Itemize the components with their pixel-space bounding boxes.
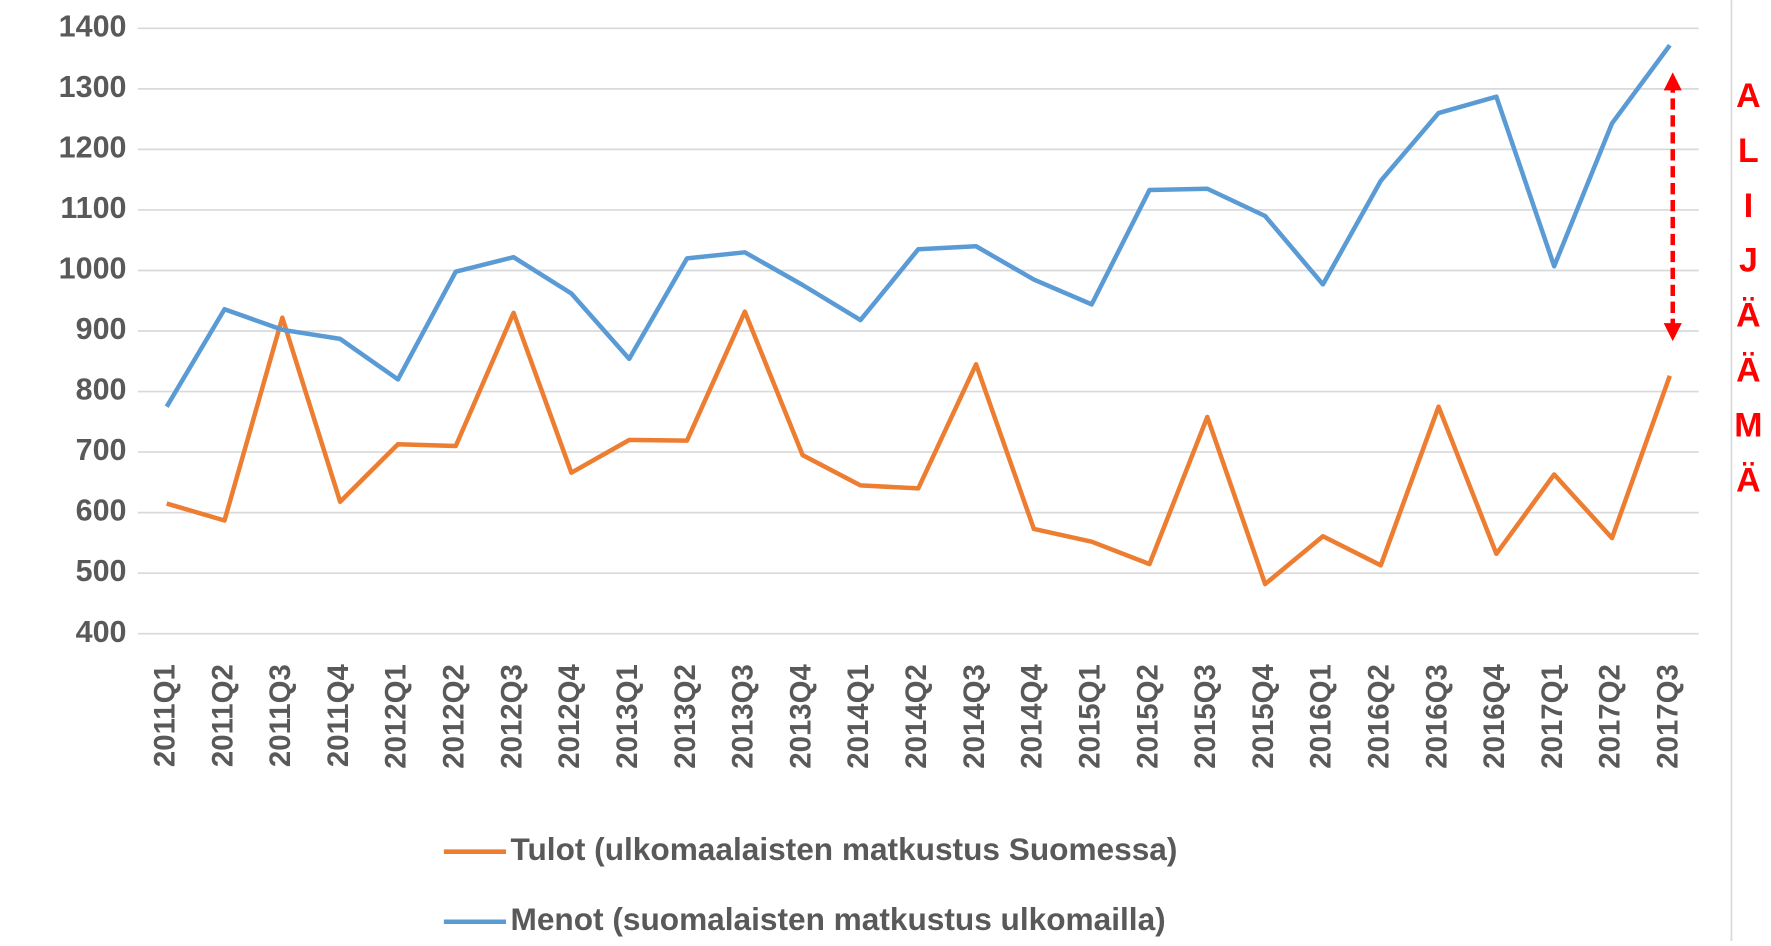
series-line [166, 309, 1672, 587]
y-tick-label: 700 [76, 433, 127, 467]
x-tick-label: 2014Q3 [958, 664, 991, 768]
y-tick-label: 800 [76, 373, 127, 407]
x-tick-label: 2013Q3 [727, 664, 760, 768]
x-tick-label: 2014Q4 [1016, 664, 1049, 769]
x-tick-label: 2012Q2 [438, 664, 471, 768]
x-tick-label: 2011Q2 [206, 664, 239, 767]
x-tick-label: 2011Q3 [264, 664, 297, 767]
series-line [164, 43, 1672, 408]
y-tick-label: 1000 [59, 252, 127, 286]
x-tick-label: 2016Q2 [1362, 664, 1395, 768]
y-tick-label: 500 [76, 554, 127, 588]
annotation: ALIJÄÄMÄ [1729, 77, 1767, 517]
y-tick-label: 1400 [59, 9, 127, 43]
y-tick-label: 900 [76, 312, 127, 346]
x-tick-label: 2015Q3 [1189, 664, 1222, 768]
x-tick-label: 2017Q2 [1594, 664, 1627, 768]
x-tick-label: 2013Q2 [669, 664, 702, 768]
x-tick-label: 2017Q3 [1652, 664, 1685, 768]
x-tick-label: 2013Q1 [611, 664, 644, 768]
y-tick-label: 600 [76, 494, 127, 528]
x-tick-label: 2016Q3 [1420, 664, 1453, 768]
x-tick-label: 2011Q4 [322, 664, 355, 768]
x-tick-label: 2015Q4 [1247, 664, 1280, 769]
legend-label: Tulot (ulkomaalaisten matkustus Suomessa… [511, 831, 1178, 867]
y-tick-label: 1100 [60, 191, 126, 225]
x-tick-label: 2012Q1 [380, 664, 413, 768]
x-tick-label: 2012Q3 [495, 664, 528, 768]
x-tick-label: 2011Q1 [148, 664, 181, 767]
x-tick-label: 2017Q1 [1536, 664, 1569, 768]
x-tick-label: 2016Q4 [1478, 664, 1511, 769]
y-tick-label: 400 [76, 615, 127, 649]
x-tick-label: 2012Q4 [553, 664, 586, 769]
x-tick-label: 2014Q2 [900, 664, 933, 768]
x-tick-label: 2014Q1 [842, 664, 875, 768]
x-tick-label: 2013Q4 [784, 664, 817, 769]
x-tick-label: 2015Q1 [1073, 664, 1106, 768]
y-tick-label: 1200 [59, 130, 127, 164]
legend-label: Menot (suomalaisten matkustus ulkomailla… [511, 901, 1166, 937]
x-tick-label: 2016Q1 [1305, 664, 1338, 768]
x-tick-label: 2015Q2 [1131, 664, 1164, 768]
y-tick-label: 1300 [59, 70, 127, 104]
plot [164, 43, 1672, 587]
grid [137, 27, 1699, 635]
